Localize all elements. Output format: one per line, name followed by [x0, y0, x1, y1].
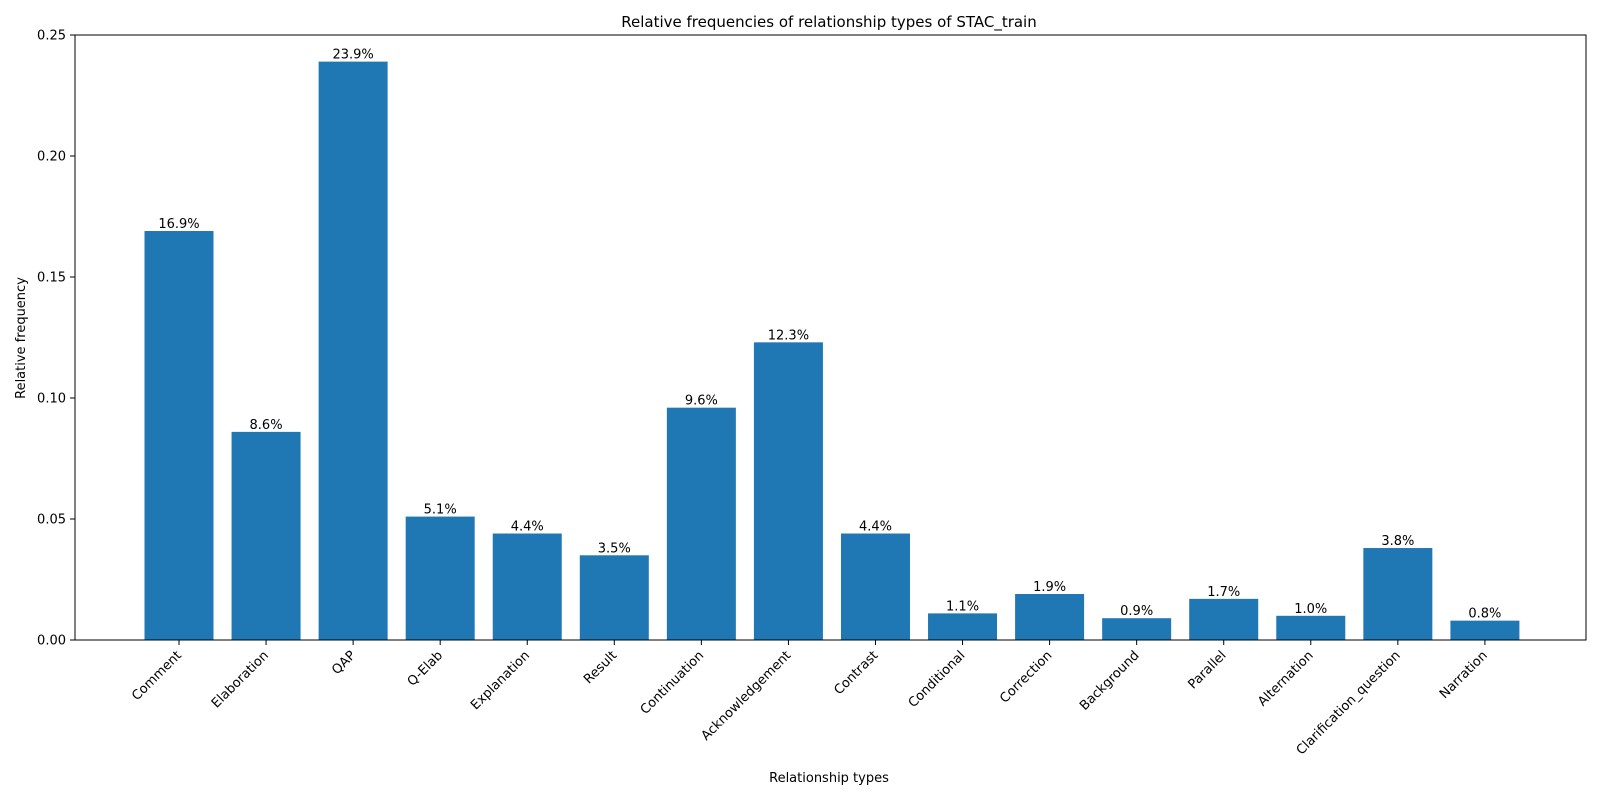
bar [1450, 620, 1520, 640]
x-tick-label: Comment [129, 648, 185, 704]
bar [405, 516, 475, 640]
bar [1015, 594, 1085, 640]
data-label: 0.9% [1120, 604, 1153, 619]
data-label: 1.0% [1294, 602, 1327, 617]
x-tick-label: Conditional [906, 648, 969, 711]
data-label: 1.9% [1033, 580, 1066, 595]
y-tick-label: 0.05 [37, 513, 66, 528]
data-label: 3.5% [598, 541, 631, 556]
x-tick-label: Alternation [1255, 648, 1316, 709]
y-tick-label: 0.25 [37, 29, 66, 44]
x-tick-label: Acknowledgement [699, 648, 795, 744]
x-tick-label: Contrast [831, 648, 881, 698]
bar [753, 342, 823, 640]
data-label: 1.7% [1207, 585, 1240, 600]
x-tick-label: Background [1077, 648, 1142, 713]
bar [318, 61, 388, 641]
y-axis-label: Relative frequency [14, 277, 29, 399]
y-tick-label: 0.20 [37, 150, 66, 165]
data-label: 3.8% [1381, 534, 1414, 549]
y-tick-label: 0.10 [37, 392, 66, 407]
axes-frame [74, 34, 1587, 641]
bar [928, 613, 998, 640]
bar [579, 555, 649, 640]
x-tick-label: QAP [329, 648, 359, 678]
x-tick-label: Elaboration [209, 648, 272, 711]
bar [666, 407, 736, 640]
data-label: 8.6% [250, 418, 283, 433]
bar [1189, 598, 1259, 640]
data-label: 4.4% [859, 520, 892, 535]
data-label: 16.9% [158, 217, 199, 232]
bar [1363, 548, 1433, 640]
data-label: 9.6% [685, 394, 718, 409]
y-tick-label: 0.15 [37, 271, 66, 286]
bar [1276, 615, 1346, 640]
bar [840, 533, 910, 640]
data-label: 0.8% [1468, 607, 1501, 622]
x-tick-label: Q-Elab [405, 648, 446, 689]
x-tick-label: Narration [1437, 648, 1491, 702]
bar [231, 431, 301, 640]
data-label: 5.1% [424, 503, 457, 518]
data-label: 12.3% [768, 328, 809, 343]
x-tick-label: Correction [997, 648, 1055, 706]
bar [1102, 618, 1172, 640]
data-label: 4.4% [511, 520, 544, 535]
data-label: 23.9% [332, 48, 373, 63]
y-tick-label: 0.00 [37, 634, 66, 649]
x-tick-label: Continuation [638, 648, 708, 718]
x-tick-label: Explanation [468, 648, 533, 713]
x-axis-label: Relationship types [769, 771, 889, 786]
chart-title: Relative frequencies of relationship typ… [621, 13, 1036, 32]
bar [144, 231, 214, 640]
x-tick-label: Parallel [1185, 648, 1229, 692]
x-tick-label: Result [581, 648, 620, 687]
data-label: 1.1% [946, 599, 979, 614]
bar [492, 533, 562, 640]
plot-area: 16.9% Comment 8.6% Elaboration 23.9% QAP 5.1% Q… [37, 29, 1587, 758]
